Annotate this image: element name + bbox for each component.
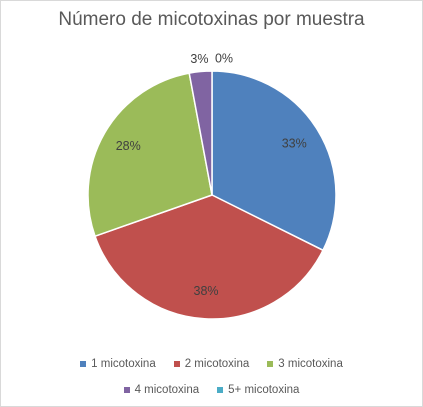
data-label-4: 3% (190, 52, 208, 66)
pie-slice-1 (211, 70, 337, 252)
legend-label-3: 3 micotoxina (278, 358, 343, 370)
pie-slice-4 (188, 70, 213, 196)
legend-item-4: 4 micotoxina (123, 384, 200, 396)
pie-slice-3 (87, 72, 213, 238)
legend-label-4: 4 micotoxina (134, 384, 200, 396)
pie-slice-2 (94, 194, 325, 320)
legend-swatch-3 (267, 361, 274, 367)
data-label-2: 38% (194, 284, 219, 298)
legend-row-1: 1 micotoxina 2 micotoxina 3 micotoxina (1, 351, 422, 377)
pie-plot: 33% 38% 28% 3% 0% (87, 51, 337, 320)
legend-label-2: 2 micotoxina (184, 358, 250, 370)
legend-swatch-1 (80, 361, 87, 367)
chart-title: Número de micotoxinas por muestra (58, 9, 365, 30)
legend-swatch-5 (217, 387, 224, 393)
legend-swatch-2 (173, 361, 180, 367)
legend-item-1: 1 micotoxina (80, 358, 156, 370)
legend: 1 micotoxina 2 micotoxina 3 micotoxina 4… (1, 351, 422, 403)
legend-item-5: 5+ micotoxina (217, 384, 299, 396)
data-label-5: 0% (215, 51, 233, 65)
legend-row-2: 4 micotoxina 5+ micotoxina (1, 377, 422, 403)
legend-item-3: 3 micotoxina (267, 358, 343, 370)
legend-label-5: 5+ micotoxina (228, 384, 300, 396)
data-label-1: 33% (282, 136, 307, 150)
legend-label-1: 1 micotoxina (91, 358, 156, 370)
legend-item-2: 2 micotoxina (173, 358, 250, 370)
data-label-3: 28% (116, 139, 141, 153)
legend-swatch-4 (123, 387, 130, 393)
